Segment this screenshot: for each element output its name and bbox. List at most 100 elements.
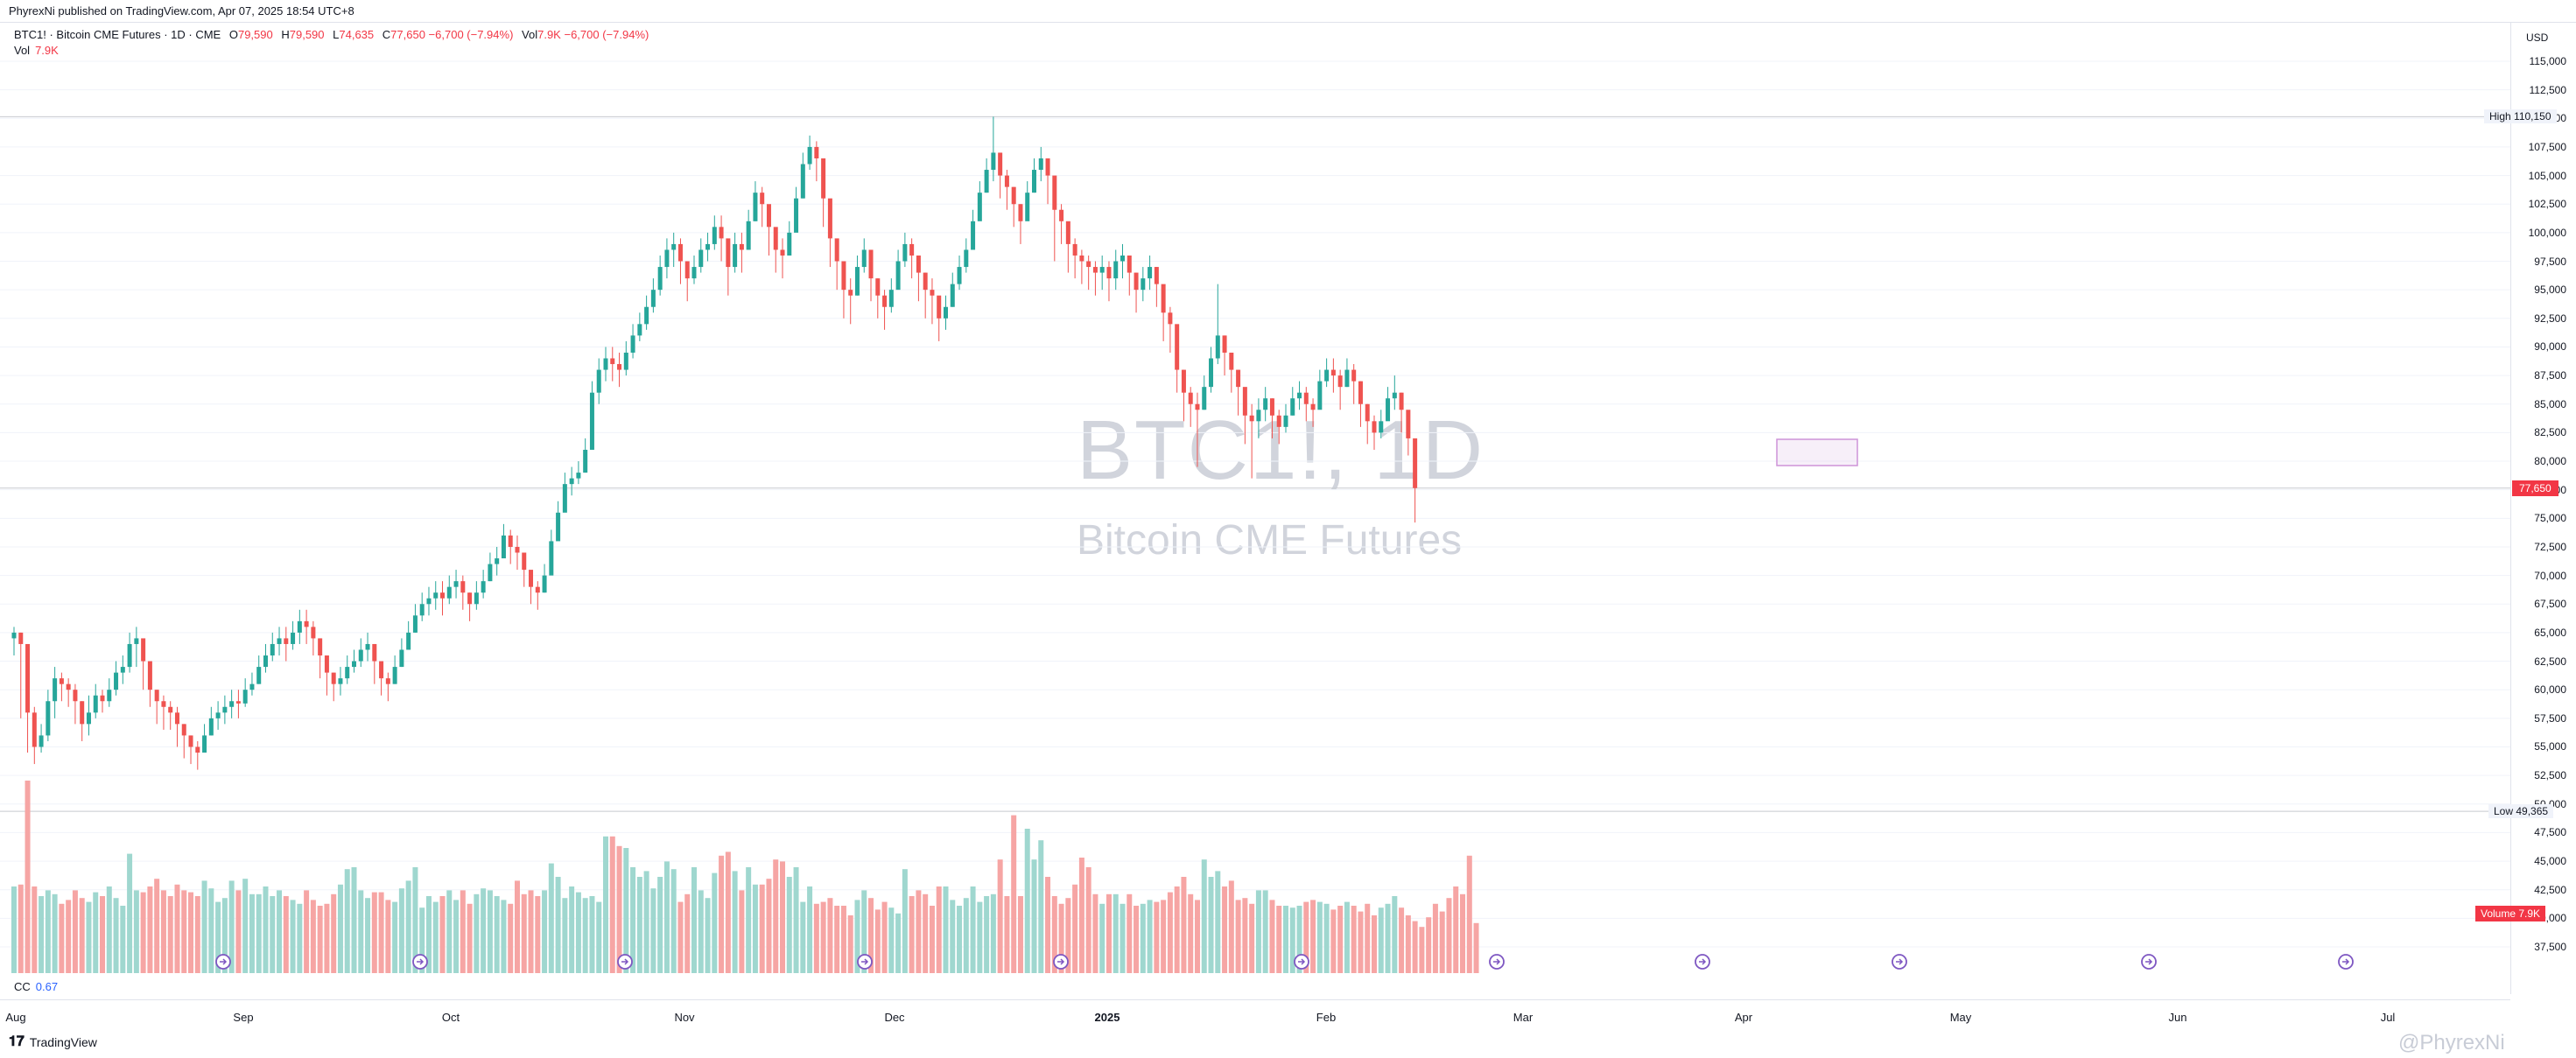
volume-bar (1085, 867, 1091, 973)
candle-body (623, 352, 628, 370)
candle-body (460, 581, 466, 593)
volume-bar (1358, 911, 1364, 973)
candle-body (181, 724, 186, 736)
volume-bar (705, 898, 711, 973)
volume-bar (636, 877, 642, 973)
candle-body (1202, 387, 1207, 410)
candle-body (120, 667, 125, 673)
volume-bar (1004, 896, 1010, 973)
volume-bar (820, 901, 826, 973)
candle-body (902, 243, 908, 262)
event-marker-icon[interactable] (2338, 954, 2354, 970)
y-tick-label: 42,500 (2534, 883, 2566, 896)
candle-body (617, 364, 622, 370)
event-marker-icon[interactable] (2141, 954, 2157, 970)
event-marker-icon[interactable] (1294, 954, 1309, 970)
candle-body (453, 581, 459, 587)
candle-body (644, 306, 649, 325)
volume-bar (1140, 903, 1146, 973)
volume-bar (827, 898, 833, 973)
event-marker-icon[interactable] (1695, 954, 1710, 970)
volume-bar (1262, 890, 1268, 973)
candle-body (677, 243, 683, 262)
volume-bar (874, 909, 881, 973)
event-marker-icon[interactable] (412, 954, 428, 970)
volume-bar (1106, 893, 1112, 973)
volume-bar (487, 890, 493, 973)
candle-body (549, 541, 554, 576)
volume-bar (344, 869, 350, 973)
event-marker-icon[interactable] (1489, 954, 1505, 970)
volume-bar (1460, 893, 1466, 973)
volume-bar (127, 853, 133, 973)
high-label: H (281, 28, 290, 41)
volume-bar (1344, 901, 1350, 973)
candle-body (1148, 267, 1153, 279)
volume-bar (719, 855, 725, 973)
y-tick-label: 67,500 (2534, 598, 2566, 611)
x-tick-label: Sep (233, 1011, 254, 1024)
x-tick-label: Jun (2168, 1011, 2187, 1024)
volume-bar (1208, 877, 1214, 973)
candle-body (794, 198, 799, 233)
candle-body (195, 746, 200, 753)
volume-bar (1249, 903, 1255, 973)
volume-bar (813, 903, 819, 973)
y-tick-label: 80,000 (2534, 455, 2566, 468)
candle-body (827, 198, 832, 239)
candle-body (535, 586, 540, 593)
event-marker-icon[interactable] (1053, 954, 1069, 970)
volume-bar (1282, 906, 1288, 973)
candle-body (412, 615, 418, 633)
volume-bar (174, 884, 180, 973)
candle-body (1134, 272, 1139, 291)
candle-body (1399, 392, 1404, 410)
event-marker-icon[interactable] (617, 954, 633, 970)
price-chart[interactable] (0, 23, 2510, 999)
x-tick-label: Oct (441, 1011, 460, 1024)
symbol-legend: BTC1! · Bitcoin CME Futures · 1D · CME O… (14, 26, 649, 44)
cc-indicator[interactable]: CC 0.67 (14, 980, 58, 993)
time-axis[interactable]: Aug Sep Oct Nov Dec 2025 Feb Mar Apr May Jun Jul (0, 999, 2510, 1026)
volume-bar (18, 884, 24, 973)
candle-body (589, 392, 594, 450)
change-value: −6,700 (−7.94%) (428, 28, 514, 41)
event-marker-icon[interactable] (215, 954, 231, 970)
volume-bar (1065, 898, 1071, 973)
close-label: C (382, 28, 391, 41)
candle-body (1195, 403, 1200, 410)
volume-bar (221, 898, 228, 973)
volume-legend-label[interactable]: Vol (14, 44, 31, 57)
candle-body (481, 581, 486, 593)
volume-bar (1296, 906, 1302, 973)
event-marker-icon[interactable] (1892, 954, 1907, 970)
volume-bar (602, 836, 608, 973)
candle-body (1269, 398, 1274, 416)
candle-body (215, 712, 221, 718)
low-marker: Low 49,365 (2488, 804, 2554, 819)
candle-body (242, 690, 248, 704)
candle-body (1127, 255, 1132, 273)
volume-bar (317, 906, 323, 973)
y-tick-label: 37,500 (2534, 941, 2566, 953)
candle-body (66, 683, 71, 690)
volume-bar (1419, 927, 1425, 973)
candle-body (1236, 369, 1241, 388)
footer-brand[interactable]: 𝟏𝟕 TradingView (9, 1034, 97, 1050)
volume-bar (1011, 815, 1017, 973)
candle-body (59, 678, 64, 684)
candle-body (1168, 312, 1173, 325)
price-axis[interactable]: 115,000112,500110,000107,500105,000102,5… (2510, 23, 2576, 994)
volume-bar (1323, 903, 1330, 973)
volume-bar (39, 896, 45, 973)
candle-body (168, 706, 173, 713)
volume-bar (160, 890, 166, 973)
candle-body (854, 267, 860, 296)
candle-body (1154, 267, 1159, 284)
symbol-name[interactable]: BTC1! · Bitcoin CME Futures · 1D · CME (14, 28, 221, 41)
volume-bar (1255, 890, 1261, 973)
volume-bar (929, 906, 935, 973)
volume-bar (650, 888, 656, 973)
event-marker-icon[interactable] (857, 954, 873, 970)
y-tick-label: 52,500 (2534, 769, 2566, 782)
